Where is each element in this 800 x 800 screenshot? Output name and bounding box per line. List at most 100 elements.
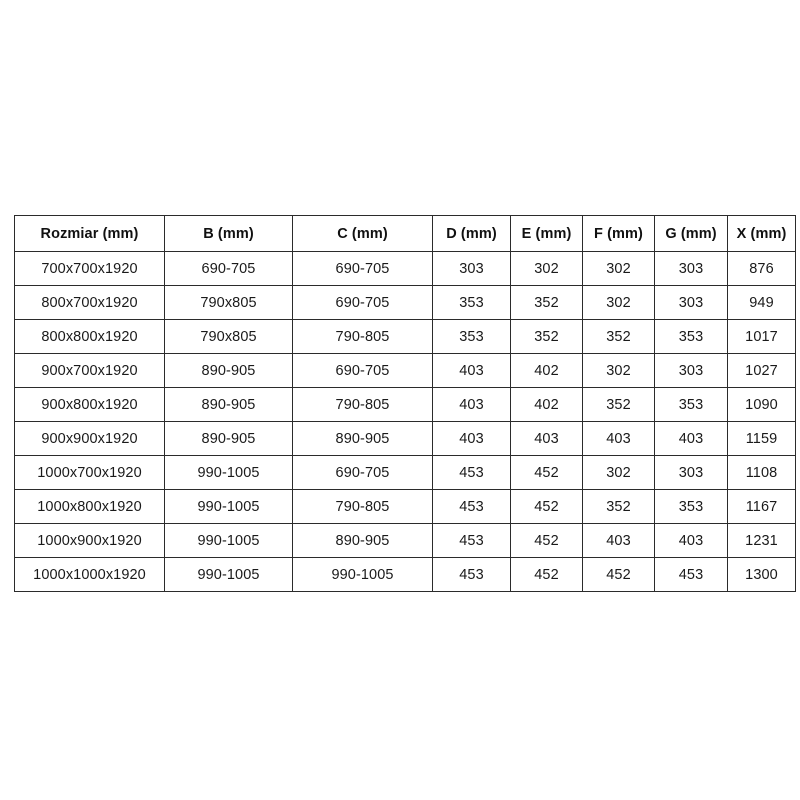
cell-x: 876 (727, 251, 796, 286)
cell-size: 900x900x1920 (14, 421, 165, 456)
cell-size: 800x700x1920 (14, 285, 165, 320)
cell-c: 690-705 (292, 251, 433, 286)
column-header-b: B (mm) (164, 215, 293, 252)
cell-c: 790-805 (292, 489, 433, 524)
cell-size: 1000x800x1920 (14, 489, 165, 524)
cell-g: 453 (654, 557, 728, 592)
column-header-x: X (mm) (727, 215, 796, 252)
cell-d: 403 (432, 353, 511, 388)
cell-e: 452 (510, 455, 583, 490)
cell-d: 453 (432, 455, 511, 490)
table-row: 700x700x1920 690-705 690-705 303 302 302 303 87… (14, 251, 796, 286)
table-row: 800x700x1920 790x805 690-705 353 352 302 303 94… (14, 285, 796, 320)
cell-c: 790-805 (292, 387, 433, 422)
column-header-e: E (mm) (510, 215, 583, 252)
cell-e: 452 (510, 489, 583, 524)
table-row: 800x800x1920 790x805 790-805 353 352 352 353 10… (14, 319, 796, 354)
cell-g: 303 (654, 285, 728, 320)
table-row: 1000x900x1920 990-1005 890-905 453 452 403 403… (14, 523, 796, 558)
cell-b: 990-1005 (164, 557, 293, 592)
cell-x: 949 (727, 285, 796, 320)
cell-b: 890-905 (164, 353, 293, 388)
table-row: 900x800x1920 890-905 790-805 403 402 352 353 10… (14, 387, 796, 422)
cell-c: 690-705 (292, 455, 433, 490)
cell-e: 352 (510, 319, 583, 354)
cell-e: 352 (510, 285, 583, 320)
cell-size: 1000x900x1920 (14, 523, 165, 558)
cell-c: 890-905 (292, 523, 433, 558)
cell-b: 990-1005 (164, 455, 293, 490)
cell-g: 303 (654, 251, 728, 286)
cell-x: 1027 (727, 353, 796, 388)
cell-e: 403 (510, 421, 583, 456)
table-row: 900x700x1920 890-905 690-705 403 402 302 303 10… (14, 353, 796, 388)
cell-d: 353 (432, 285, 511, 320)
table-header-row: Rozmiar (mm) B (mm) C (mm) D (mm) E (mm) F (m… (14, 215, 796, 252)
cell-c: 890-905 (292, 421, 433, 456)
table-row: 1000x700x1920 990-1005 690-705 453 452 302 303… (14, 455, 796, 490)
table-row: 1000x1000x1920 990-1005 990-1005 453 452 452 4… (14, 557, 796, 592)
cell-d: 403 (432, 421, 511, 456)
table-row: 900x900x1920 890-905 890-905 403 403 403 403 11… (14, 421, 796, 456)
cell-size: 900x800x1920 (14, 387, 165, 422)
cell-size: 900x700x1920 (14, 353, 165, 388)
column-header-g: G (mm) (654, 215, 728, 252)
table-header: Rozmiar (mm) B (mm) C (mm) D (mm) E (mm) F (m… (14, 215, 796, 252)
table-row: 1000x800x1920 990-1005 790-805 453 452 352 353… (14, 489, 796, 524)
cell-b: 690-705 (164, 251, 293, 286)
cell-e: 452 (510, 523, 583, 558)
cell-b: 990-1005 (164, 489, 293, 524)
cell-x: 1231 (727, 523, 796, 558)
cell-b: 790x805 (164, 319, 293, 354)
cell-d: 453 (432, 489, 511, 524)
cell-b: 890-905 (164, 421, 293, 456)
cell-size: 1000x1000x1920 (14, 557, 165, 592)
cell-x: 1159 (727, 421, 796, 456)
cell-c: 790-805 (292, 319, 433, 354)
cell-f: 352 (582, 319, 655, 354)
cell-g: 403 (654, 421, 728, 456)
cell-f: 302 (582, 455, 655, 490)
cell-b: 990-1005 (164, 523, 293, 558)
cell-size: 700x700x1920 (14, 251, 165, 286)
cell-e: 402 (510, 353, 583, 388)
cell-f: 403 (582, 523, 655, 558)
cell-d: 453 (432, 557, 511, 592)
cell-b: 890-905 (164, 387, 293, 422)
cell-g: 403 (654, 523, 728, 558)
cell-g: 303 (654, 353, 728, 388)
cell-d: 453 (432, 523, 511, 558)
shower-enclosure-dimensions-table: Rozmiar (mm) B (mm) C (mm) D (mm) E (mm) F (m… (14, 215, 796, 592)
cell-x: 1300 (727, 557, 796, 592)
cell-f: 452 (582, 557, 655, 592)
cell-x: 1108 (727, 455, 796, 490)
column-header-f: F (mm) (582, 215, 655, 252)
cell-c: 990-1005 (292, 557, 433, 592)
cell-x: 1090 (727, 387, 796, 422)
cell-x: 1017 (727, 319, 796, 354)
cell-e: 302 (510, 251, 583, 286)
cell-g: 353 (654, 387, 728, 422)
cell-f: 302 (582, 285, 655, 320)
cell-c: 690-705 (292, 353, 433, 388)
cell-g: 303 (654, 455, 728, 490)
table-body: 700x700x1920 690-705 690-705 303 302 302 303 87… (14, 251, 796, 592)
column-header-c: C (mm) (292, 215, 433, 252)
cell-d: 353 (432, 319, 511, 354)
cell-size: 800x800x1920 (14, 319, 165, 354)
cell-g: 353 (654, 319, 728, 354)
cell-b: 790x805 (164, 285, 293, 320)
cell-f: 403 (582, 421, 655, 456)
cell-e: 452 (510, 557, 583, 592)
specification-table-container: Rozmiar (mm) B (mm) C (mm) D (mm) E (mm) F (m… (14, 215, 796, 592)
cell-c: 690-705 (292, 285, 433, 320)
cell-d: 303 (432, 251, 511, 286)
cell-d: 403 (432, 387, 511, 422)
cell-f: 352 (582, 489, 655, 524)
cell-e: 402 (510, 387, 583, 422)
cell-g: 353 (654, 489, 728, 524)
column-header-d: D (mm) (432, 215, 511, 252)
cell-size: 1000x700x1920 (14, 455, 165, 490)
cell-x: 1167 (727, 489, 796, 524)
column-header-size: Rozmiar (mm) (14, 215, 165, 252)
